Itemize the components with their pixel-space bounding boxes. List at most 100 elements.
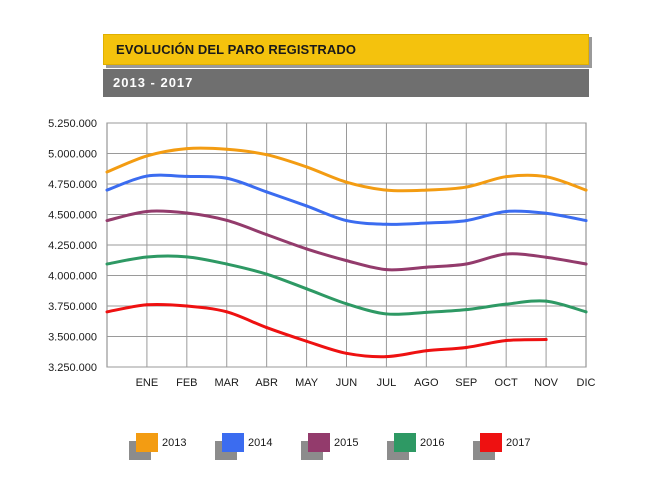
- legend-label: 2013: [162, 437, 186, 449]
- data-point-2015: [225, 218, 229, 222]
- data-point-2014: [424, 221, 428, 225]
- series-line-2017: [105, 302, 548, 359]
- legend-item-2017: 2017: [473, 433, 530, 460]
- data-point-2016: [504, 302, 508, 306]
- legend-label: 2014: [248, 437, 272, 449]
- y-tick-label: 3.250.000: [48, 362, 97, 374]
- legend-item-2014: 2014: [215, 433, 272, 460]
- data-point-2013: [265, 153, 269, 157]
- data-point-2015: [145, 209, 149, 213]
- data-point-2017: [384, 355, 388, 359]
- data-point-2015: [265, 233, 269, 237]
- data-point-2017: [544, 338, 548, 342]
- data-point-2017: [185, 304, 189, 308]
- data-point-2017: [345, 351, 348, 355]
- legend-label: 2017: [506, 437, 530, 449]
- data-point-2017: [424, 349, 428, 353]
- x-tick-label: MAR: [215, 377, 240, 389]
- data-point-2015: [185, 211, 189, 215]
- x-tick-label: MAY: [295, 377, 319, 389]
- x-tick-label: SEP: [455, 377, 477, 389]
- data-point-2013: [225, 147, 229, 151]
- data-point-2016: [265, 272, 269, 276]
- data-point-2015: [504, 252, 508, 256]
- data-point-2016: [544, 299, 548, 303]
- data-point-2014: [584, 219, 588, 223]
- y-tick-label: 5.250.000: [48, 118, 97, 130]
- data-point-2014: [225, 176, 229, 180]
- data-point-2013: [544, 175, 548, 179]
- y-tick-label: 4.250.000: [48, 240, 97, 252]
- data-point-2016: [305, 287, 309, 291]
- y-tick-label: 4.750.000: [48, 179, 97, 191]
- data-point-2015: [584, 262, 588, 266]
- y-tick-label: 5.000.000: [48, 149, 97, 161]
- chart-title: EVOLUCIÓN DEL PARO REGISTRADO: [116, 42, 357, 57]
- y-tick-label: 4.000.000: [48, 271, 97, 283]
- data-point-2013: [464, 185, 468, 189]
- legend-label: 2016: [420, 437, 444, 449]
- x-tick-label: AGO: [414, 377, 439, 389]
- data-point-2014: [345, 219, 348, 223]
- data-point-2015: [384, 268, 388, 272]
- data-point-2014: [305, 204, 309, 208]
- data-point-2017: [225, 310, 229, 314]
- legend-item-2016: 2016: [387, 433, 444, 460]
- data-point-2016: [464, 308, 468, 312]
- legend-swatch: [480, 433, 502, 452]
- data-point-2016: [424, 310, 428, 314]
- legend-swatch: [308, 433, 330, 452]
- subtitle-bar: 2013 - 2017: [103, 69, 589, 97]
- data-point-2015: [544, 255, 548, 259]
- legend-swatch: [222, 433, 244, 452]
- data-point-2013: [185, 147, 189, 151]
- x-tick-label: NOV: [534, 377, 559, 389]
- y-tick-label: 3.750.000: [48, 301, 97, 313]
- data-point-2014: [544, 211, 548, 215]
- data-point-2014: [185, 174, 189, 178]
- chart-subtitle: 2013 - 2017: [113, 75, 194, 90]
- x-tick-label: ABR: [255, 377, 278, 389]
- data-point-2016: [384, 312, 388, 316]
- y-tick-label: 3.500.000: [48, 332, 97, 344]
- data-point-2014: [504, 209, 508, 213]
- data-point-2014: [145, 174, 149, 178]
- data-point-2015: [424, 265, 428, 269]
- data-point-2016: [584, 310, 588, 314]
- data-point-2017: [504, 339, 508, 343]
- data-point-2013: [345, 180, 348, 184]
- x-tick-label: OCT: [495, 377, 519, 389]
- data-point-2017: [145, 303, 149, 307]
- data-point-2015: [464, 262, 468, 266]
- x-tick-label: FEB: [176, 377, 197, 389]
- data-point-2015: [345, 259, 348, 263]
- data-point-2017: [305, 339, 309, 343]
- data-point-2016: [145, 255, 149, 259]
- legend-swatch: [136, 433, 158, 452]
- data-point-2013: [145, 154, 149, 158]
- data-point-2014: [265, 190, 269, 194]
- x-tick-label: DIC: [577, 377, 596, 389]
- data-point-2013: [305, 165, 309, 169]
- data-point-2013: [424, 188, 428, 192]
- data-point-2013: [384, 188, 388, 192]
- data-point-2016: [345, 302, 348, 306]
- data-point-2015: [305, 247, 309, 251]
- x-tick-label: JUL: [377, 377, 397, 389]
- data-point-2013: [504, 175, 508, 179]
- y-tick-label: 4.500.000: [48, 210, 97, 222]
- x-tick-label: JUN: [336, 377, 357, 389]
- data-point-2014: [384, 222, 388, 226]
- data-point-2016: [185, 255, 189, 259]
- data-point-2014: [464, 219, 468, 223]
- data-point-2017: [464, 345, 468, 349]
- title-bar: EVOLUCIÓN DEL PARO REGISTRADO: [103, 34, 589, 65]
- data-point-2013: [584, 188, 588, 192]
- data-point-2016: [225, 262, 229, 266]
- legend-label: 2015: [334, 437, 358, 449]
- legend-item-2015: 2015: [301, 433, 358, 460]
- data-point-2017: [265, 326, 269, 330]
- legend-swatch: [394, 433, 416, 452]
- x-tick-label: ENE: [136, 377, 159, 389]
